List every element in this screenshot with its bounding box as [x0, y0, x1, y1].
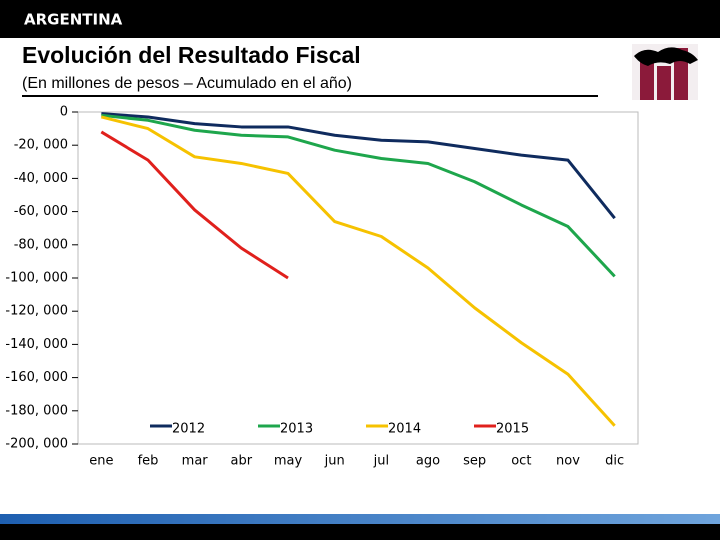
y-tick-label: -40, 000 — [14, 171, 68, 186]
header-title: ARGENTINA — [24, 11, 123, 29]
y-tick-label: -20, 000 — [14, 138, 68, 153]
x-tick-label: sep — [463, 454, 486, 469]
y-tick-label: -60, 000 — [14, 204, 68, 219]
y-tick-label: -140, 000 — [5, 337, 68, 352]
y-tick-label: -100, 000 — [5, 271, 68, 286]
x-tick-label: ago — [416, 454, 440, 469]
bottom-strip — [0, 524, 720, 540]
x-tick-label: may — [274, 454, 303, 469]
series-line — [100, 115, 616, 427]
bottom-bar — [0, 514, 720, 524]
x-tick-label: ene — [89, 454, 113, 469]
x-tick-label: abr — [231, 454, 253, 469]
logo — [632, 44, 698, 100]
y-tick-label: -180, 000 — [5, 403, 68, 418]
y-tick-label: -80, 000 — [14, 237, 68, 252]
x-tick-label: mar — [182, 454, 209, 469]
y-tick-label: 0 — [60, 105, 68, 120]
x-tick-label: nov — [556, 454, 580, 469]
legend-label: 2013 — [280, 422, 313, 437]
y-tick-label: -160, 000 — [5, 370, 68, 385]
legend-label: 2014 — [388, 422, 421, 437]
x-tick-label: jun — [324, 454, 345, 469]
series-line — [101, 113, 616, 278]
x-tick-label: oct — [511, 454, 531, 469]
chart-subtitle: (En millones de pesos – Acumulado en el … — [22, 75, 352, 92]
legend-label: 2015 — [496, 422, 529, 437]
series-line — [101, 112, 616, 220]
x-tick-label: jul — [373, 454, 389, 469]
plot-frame — [77, 111, 639, 445]
x-tick-label: dic — [605, 454, 624, 469]
series-line — [100, 130, 289, 280]
legend-label: 2012 — [172, 422, 205, 437]
x-tick-label: feb — [138, 454, 159, 469]
y-tick-label: -200, 000 — [5, 437, 68, 452]
top-bar — [0, 0, 720, 38]
y-tick-label: -120, 000 — [5, 304, 68, 319]
chart-title: Evolución del Resultado Fiscal — [22, 42, 361, 68]
